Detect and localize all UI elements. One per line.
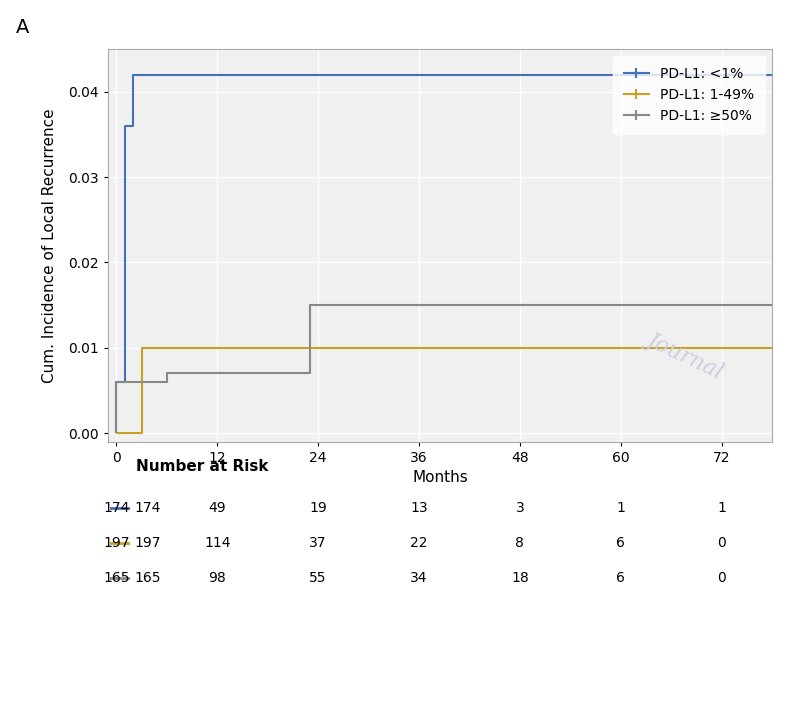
Text: 13: 13 [410, 501, 428, 515]
Text: 18: 18 [511, 571, 529, 585]
Text: 197: 197 [103, 536, 130, 550]
Text: 0: 0 [717, 536, 726, 550]
Text: 174: 174 [103, 501, 130, 515]
Text: 34: 34 [410, 571, 428, 585]
Text: 114: 114 [204, 536, 230, 550]
Text: 8: 8 [515, 536, 524, 550]
Text: 22: 22 [410, 536, 428, 550]
Legend: PD-L1: <1%, PD-L1: 1-49%, PD-L1: ≥50%: PD-L1: <1%, PD-L1: 1-49%, PD-L1: ≥50% [613, 56, 765, 134]
Text: Journal: Journal [644, 328, 727, 383]
Text: 49: 49 [209, 501, 226, 515]
Text: 197: 197 [134, 536, 161, 550]
Text: 1: 1 [717, 501, 726, 515]
Text: 55: 55 [310, 571, 327, 585]
Text: 165: 165 [134, 571, 161, 585]
Text: 165: 165 [103, 571, 130, 585]
Text: 98: 98 [208, 571, 226, 585]
Text: 6: 6 [616, 536, 625, 550]
Text: 37: 37 [310, 536, 327, 550]
Text: 3: 3 [515, 501, 524, 515]
Text: A: A [16, 18, 30, 36]
Text: Number at Risk: Number at Risk [136, 459, 269, 474]
Text: 19: 19 [310, 501, 327, 515]
Text: 6: 6 [616, 571, 625, 585]
Text: 0: 0 [717, 571, 726, 585]
Text: 1: 1 [616, 501, 625, 515]
X-axis label: Months: Months [412, 470, 468, 485]
Y-axis label: Cum. Incidence of Local Recurrence: Cum. Incidence of Local Recurrence [42, 108, 57, 383]
Text: 174: 174 [134, 501, 161, 515]
